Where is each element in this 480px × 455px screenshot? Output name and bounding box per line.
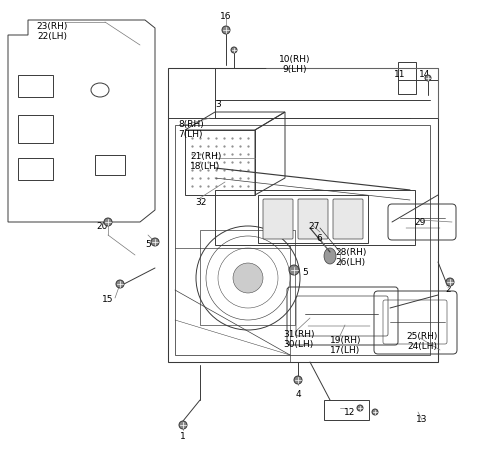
Text: 6: 6 <box>316 234 322 243</box>
Bar <box>95 155 125 175</box>
Text: 29: 29 <box>414 218 426 227</box>
Circle shape <box>104 218 112 226</box>
Text: 12: 12 <box>344 408 356 417</box>
Text: 19(RH)
17(LH): 19(RH) 17(LH) <box>330 336 361 355</box>
Text: 28(RH)
26(LH): 28(RH) 26(LH) <box>335 248 366 268</box>
Bar <box>18 158 53 180</box>
FancyBboxPatch shape <box>263 199 293 239</box>
Circle shape <box>294 376 302 384</box>
Bar <box>398 62 416 94</box>
Text: 8(RH)
7(LH): 8(RH) 7(LH) <box>178 120 204 139</box>
Circle shape <box>357 405 363 411</box>
Text: 27: 27 <box>308 222 319 231</box>
Text: 25(RH)
24(LH): 25(RH) 24(LH) <box>406 332 438 351</box>
Text: 16: 16 <box>220 12 232 21</box>
Text: 5: 5 <box>145 240 151 249</box>
Text: 13: 13 <box>416 415 428 424</box>
Circle shape <box>231 47 237 53</box>
FancyBboxPatch shape <box>333 199 363 239</box>
FancyBboxPatch shape <box>298 199 328 239</box>
Text: 32: 32 <box>195 198 206 207</box>
Circle shape <box>179 421 187 429</box>
Text: 2: 2 <box>445 285 451 294</box>
Text: 20: 20 <box>96 222 108 231</box>
Text: 10(RH)
9(LH): 10(RH) 9(LH) <box>279 55 311 75</box>
Circle shape <box>446 278 454 286</box>
Bar <box>324 400 369 420</box>
Text: 14: 14 <box>420 70 431 79</box>
Text: 31(RH)
30(LH): 31(RH) 30(LH) <box>283 330 314 349</box>
Bar <box>200 230 295 325</box>
Text: 15: 15 <box>102 295 114 304</box>
Circle shape <box>289 265 299 275</box>
Text: 3: 3 <box>215 100 221 109</box>
Circle shape <box>151 238 159 246</box>
Circle shape <box>116 280 124 288</box>
Circle shape <box>233 263 263 293</box>
Circle shape <box>425 75 431 81</box>
Bar <box>258 195 368 243</box>
Text: 1: 1 <box>180 432 186 441</box>
Circle shape <box>222 26 230 34</box>
Circle shape <box>372 409 378 415</box>
Bar <box>18 115 53 143</box>
Text: 21(RH)
18(LH): 21(RH) 18(LH) <box>190 152 221 172</box>
Text: 23(RH)
22(LH): 23(RH) 22(LH) <box>36 22 68 41</box>
Text: 11: 11 <box>394 70 406 79</box>
Text: 5: 5 <box>302 268 308 277</box>
Ellipse shape <box>324 248 336 264</box>
Bar <box>18 75 53 97</box>
Text: 4: 4 <box>295 390 301 399</box>
